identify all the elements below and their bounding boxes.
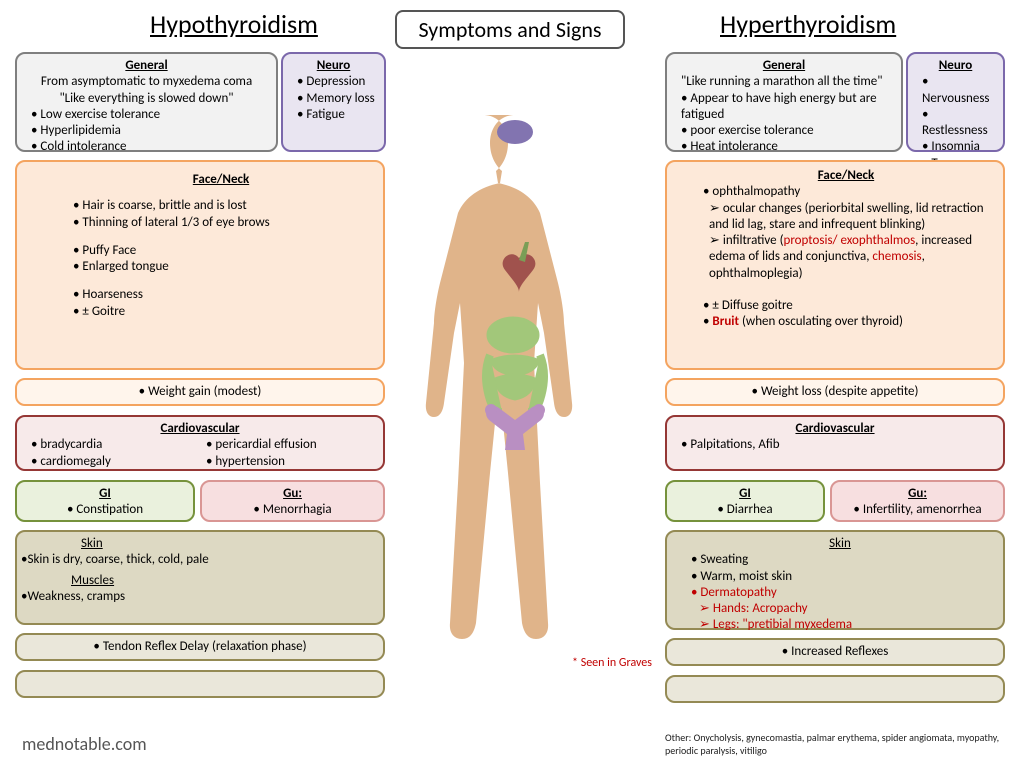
bullet: Sweating <box>691 552 995 568</box>
bullet: • Infertility, amenorrhea <box>840 502 995 518</box>
bullet: Nervousness <box>922 74 995 107</box>
bullet: Depression <box>297 74 376 90</box>
center-title: Symptoms and Signs <box>395 10 625 49</box>
bullet: Appear to have high energy but are fatig… <box>681 91 893 124</box>
bullet: Thinning of lateral 1/3 of eye brows <box>73 215 375 231</box>
right-title: Hyperthyroidism <box>720 8 896 40</box>
box-title: Cardiovascular <box>25 421 375 437</box>
hyper-face-box: Face/Neck ophthalmopathy ocular changes … <box>665 160 1005 370</box>
bullet: • Weight loss (despite appetite) <box>752 384 919 399</box>
bullet: Memory loss <box>297 91 376 107</box>
bullet: •Weakness, cramps <box>21 589 375 605</box>
bullet: cardiomegaly <box>31 454 200 470</box>
bullet: infiltrative (proptosis/ exophthalmos, i… <box>703 233 995 282</box>
left-title: Hypothyroidism <box>150 8 318 40</box>
hyper-lastrow-empty <box>665 675 1005 703</box>
box-title: GI <box>675 486 815 502</box>
hypo-gi-box: GI • Constipation <box>15 480 195 522</box>
bullet: ± Goitre <box>73 304 375 320</box>
bullet: • Diarrhea <box>675 502 815 518</box>
text: "Like running a marathon all the time" <box>675 74 893 90</box>
bullet: pericardial effusion <box>206 437 375 453</box>
box-title: Cardiovascular <box>675 421 995 437</box>
bullet: Palpitations, Afib <box>681 437 995 453</box>
box-title: Face/Neck <box>697 168 995 184</box>
hypo-general-box: General From asymptomatic to myxedema co… <box>15 52 278 152</box>
bullet: Low exercise tolerance <box>31 107 268 123</box>
bullet: bradycardia <box>31 437 200 453</box>
hyper-gi-box: GI • Diarrhea <box>665 480 825 522</box>
bullet: •Skin is dry, coarse, thick, cold, pale <box>21 552 375 568</box>
hyper-neuro-box: Neuro Nervousness Restlessness Insomnia … <box>906 52 1005 152</box>
bullet: Enlarged tongue <box>73 259 375 275</box>
bullet: ocular changes (periorbital swelling, li… <box>703 201 995 234</box>
bullet: Hands: Acropachy <box>691 601 995 617</box>
hypo-gu-box: Gu: • Menorrhagia <box>200 480 385 522</box>
bullet: Hyperlipidemia <box>31 123 268 139</box>
text: From asymptomatic to myxedema coma <box>25 74 268 90</box>
hypo-cardio-box: Cardiovascular bradycardia cardiomegaly … <box>15 415 385 471</box>
bullet: Hoarseness <box>73 287 375 303</box>
bullet: Warm, moist skin <box>691 569 995 585</box>
bullet: Heat intolerance <box>681 139 893 155</box>
text: "Like everything is slowed down" <box>25 91 268 107</box>
body-figure <box>395 110 635 675</box>
hypo-face-box: Face/Neck Hair is coarse, brittle and is… <box>15 160 385 370</box>
bullet: Insomnia <box>922 139 995 155</box>
box-title: General <box>675 58 893 74</box>
bullet: • Increased Reflexes <box>782 644 889 659</box>
box-title: GI <box>25 486 185 502</box>
sub-title: Skin <box>81 536 375 552</box>
sub-title: Skin <box>685 536 995 552</box>
hyper-cardio-box: Cardiovascular Palpitations, Afib <box>665 415 1005 471</box>
box-title: General <box>25 58 268 74</box>
bullet: Cold intolerance <box>31 139 268 155</box>
bullet: poor exercise tolerance <box>681 123 893 139</box>
graves-note: * Seen in Graves <box>572 656 652 670</box>
box-title: Gu: <box>840 486 995 502</box>
bullet: • Menorrhagia <box>210 502 375 518</box>
box-title: Neuro <box>291 58 376 74</box>
bullet: • Tendon Reflex Delay (relaxation phase) <box>93 639 306 654</box>
hyper-weight-box: • Weight loss (despite appetite) <box>665 378 1005 406</box>
bullet: ophthalmopathy <box>703 184 995 200</box>
bullet: ± Diffuse goitre <box>703 298 995 314</box>
hypo-neuro-box: Neuro Depression Memory loss Fatigue <box>281 52 386 152</box>
box-title: Neuro <box>916 58 995 74</box>
hyper-reflex-box: • Increased Reflexes <box>665 638 1005 666</box>
sub-title: Muscles <box>71 573 375 589</box>
hypo-reflex-box: • Tendon Reflex Delay (relaxation phase) <box>15 633 385 661</box>
hyper-gu-box: Gu: • Infertility, amenorrhea <box>830 480 1005 522</box>
bullet: Bruit (when osculating over thyroid) <box>703 314 995 330</box>
bullet: Puffy Face <box>73 243 375 259</box>
hyper-general-box: General "Like running a marathon all the… <box>665 52 903 152</box>
bullet: • Weight gain (modest) <box>139 384 262 399</box>
bullet: Legs: "pretibial myxedema <box>691 617 995 633</box>
box-title: Gu: <box>210 486 375 502</box>
bullet: Fatigue <box>297 107 376 123</box>
bullet: hypertension <box>206 454 375 470</box>
box-title: Face/Neck <box>67 172 375 188</box>
hypo-weight-box: • Weight gain (modest) <box>15 378 385 406</box>
hypo-skin-box: Skin •Skin is dry, coarse, thick, cold, … <box>15 530 385 625</box>
source-label: mednotable.com <box>22 733 147 755</box>
bullet: Restlessness <box>922 107 995 140</box>
bullet: Dermatopathy <box>691 585 995 601</box>
other-note: Other: Onycholysis, gynecomastia, palmar… <box>665 731 1005 757</box>
hyper-skin-box: Skin Sweating Warm, moist skin Dermatopa… <box>665 530 1005 630</box>
hypo-lastrow-empty <box>15 670 385 698</box>
bullet: Hair is coarse, brittle and is lost <box>73 198 375 214</box>
bullet: • Constipation <box>25 502 185 518</box>
